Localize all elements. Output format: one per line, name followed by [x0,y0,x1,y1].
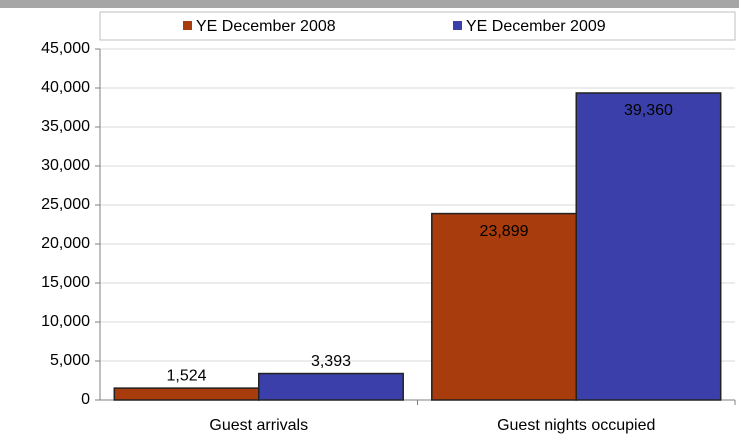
y-tick-label: 25,000 [41,196,90,213]
y-tick-label: 45,000 [41,40,90,57]
bar [431,212,577,401]
legend-label: YE December 2009 [466,18,606,35]
data-label: 1,524 [166,367,206,384]
y-tick-label: 10,000 [41,313,90,330]
y-tick-label: 35,000 [41,118,90,135]
y-tick-label: 30,000 [41,157,90,174]
data-label: 39,360 [624,102,673,119]
legend-swatch [453,21,462,30]
x-tick-label: Guest arrivals [209,417,308,434]
top-bar [0,0,739,8]
legend-swatch [183,21,192,30]
y-tick-label: 15,000 [41,274,90,291]
y-tick-label: 20,000 [41,235,90,252]
legend-label: YE December 2008 [196,18,336,35]
data-label: 23,899 [480,223,529,240]
data-label: 3,393 [311,353,351,370]
bar [113,387,260,401]
legend-box [99,11,736,41]
bar [575,92,722,401]
y-tick-label: 0 [81,391,90,408]
x-tick-label: Guest nights occupied [497,417,655,434]
y-tick-label: 40,000 [41,79,90,96]
y-tick-label: 5,000 [50,352,90,369]
bar [258,372,404,401]
